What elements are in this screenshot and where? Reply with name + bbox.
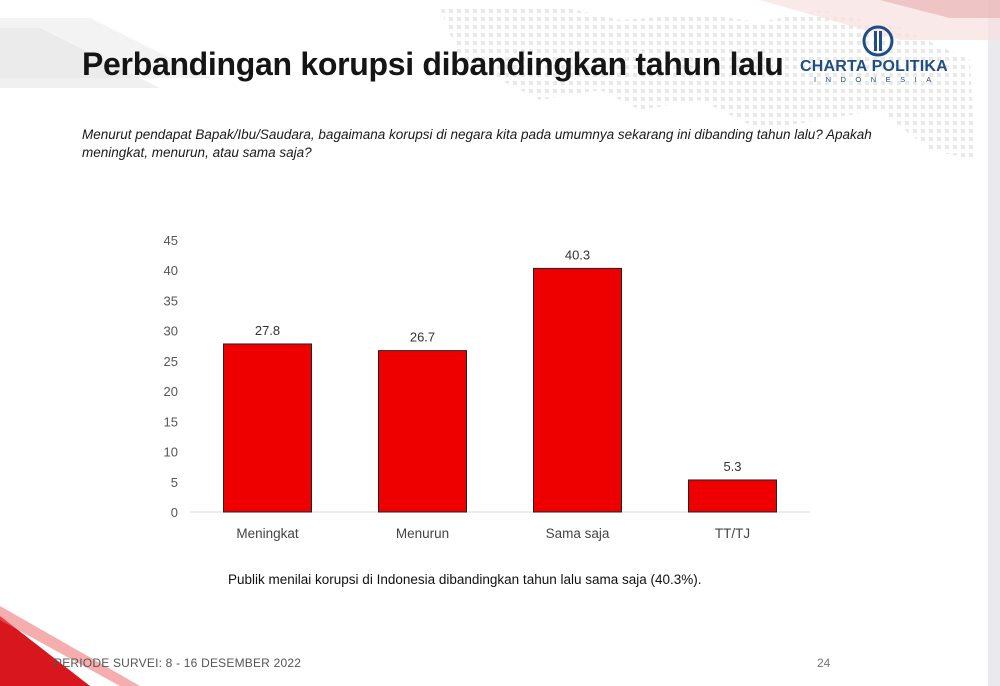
x-axis-tick-labels: Meningkat Menurun Sama saja TT/TJ [236,526,750,541]
y-tick-label: 5 [171,475,178,490]
survey-period: PERIODE SURVEI: 8 - 16 DESEMBER 2022 [54,656,302,670]
data-labels-group: 27.8 26.7 40.3 5.3 [255,247,742,474]
y-tick-label: 0 [171,505,178,520]
survey-question: Menurut pendapat Bapak/Ibu/Saudara, baga… [82,127,872,160]
page-number: 24 [817,656,831,670]
chart-caption: Publik menilai korupsi di Indonesia diba… [228,572,702,587]
logo-subtitle: INDONESIA [814,75,941,84]
y-tick-label: 10 [164,445,178,460]
bottom-left-red-stripes [0,606,140,686]
y-axis-tick-labels: 0 5 10 15 20 25 30 35 40 45 [164,233,178,520]
data-label: 40.3 [565,247,590,262]
y-tick-label: 35 [164,293,178,308]
y-tick-label: 15 [164,414,178,429]
bars-group [223,267,777,513]
charta-politika-logo: CHARTA POLITIKA INDONESIA [792,24,962,86]
bar-menurun [378,350,467,513]
bar-meningkat [223,343,312,513]
bar-chart: 0 5 10 15 20 25 30 35 40 45 27.8 26.7 40.3 5.3 Menin… [164,233,810,541]
logo-wordmark: CHARTA POLITIKA [800,58,948,75]
y-tick-label: 30 [164,324,178,339]
data-label: 5.3 [723,459,741,474]
logo-emblem-icon [862,25,894,57]
y-tick-label: 45 [164,233,178,248]
y-tick-label: 40 [164,263,178,278]
x-tick-label: TT/TJ [715,526,750,541]
bar-tt-tj [688,479,777,513]
data-label: 27.8 [255,323,280,338]
bar-sama-saja [533,267,622,513]
y-tick-label: 25 [164,354,178,369]
x-tick-label: Menurun [396,526,449,541]
right-edge-strip [988,0,1000,686]
data-label: 26.7 [410,330,435,345]
x-tick-label: Meningkat [236,526,299,541]
x-tick-label: Sama saja [546,526,610,541]
y-tick-label: 20 [164,384,178,399]
slide-title: Perbandingan korupsi dibandingkan tahun … [82,46,784,82]
